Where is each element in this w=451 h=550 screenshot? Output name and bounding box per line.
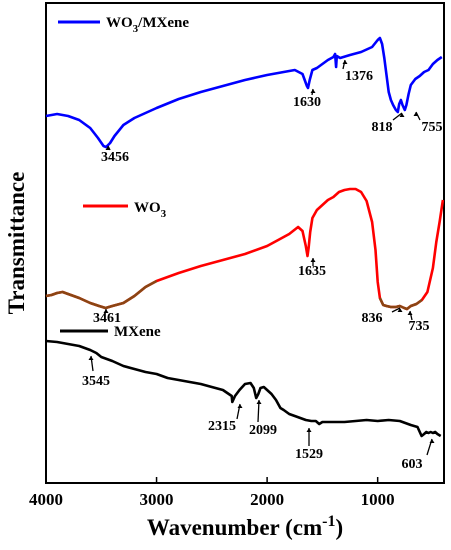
x-tick-label-4000: 4000 xyxy=(29,490,63,509)
annotation-arrowhead-1635 xyxy=(310,258,316,262)
annotations: 3456 1630 1376 818 755 3461 1635 836 735 3545 2315… xyxy=(82,59,443,472)
x-tick-label-1000: 1000 xyxy=(361,490,395,509)
annotation-label-1635: 1635 xyxy=(298,264,326,279)
series-band-wo3-1 xyxy=(45,279,158,310)
annotation-label-735: 735 xyxy=(409,319,430,334)
x-tick-label-2000: 2000 xyxy=(250,490,284,509)
annotation-arrowhead-1376 xyxy=(342,60,348,64)
x-axis-title-close: ) xyxy=(335,515,343,540)
annotation-arrowhead-1529 xyxy=(306,428,312,432)
annotation-label-1630: 1630 xyxy=(293,95,321,110)
annotation-arrowhead-735 xyxy=(407,311,413,315)
annotation-arrowhead-603 xyxy=(429,439,435,443)
y-axis-title: Transmittance xyxy=(4,172,29,315)
legend-label-mxene: MXene xyxy=(114,324,161,340)
x-ticks: 4000 3000 2000 1000 xyxy=(29,477,395,509)
series-band-wo3-2 xyxy=(378,297,423,311)
annotation-label-1376: 1376 xyxy=(345,69,373,84)
annotation-arrowhead-818 xyxy=(399,113,405,117)
annotation-label-1529: 1529 xyxy=(295,447,323,462)
x-axis-title-sup: -1 xyxy=(322,513,335,530)
annotation-arrowhead-1630 xyxy=(310,89,316,93)
series-line-mxene xyxy=(45,339,442,438)
annotation-arrowhead-836 xyxy=(397,308,403,312)
plot-frame xyxy=(45,2,445,484)
series-line-wo3-mxene xyxy=(45,36,443,149)
annotation-arrowhead-3545 xyxy=(88,356,94,360)
annotation-label-818: 818 xyxy=(372,120,393,135)
legend: WO3/MXene WO3 MXene xyxy=(58,15,189,340)
annotation-label-3545: 3545 xyxy=(82,374,110,389)
legend-label-wo3: WO3 xyxy=(134,200,167,220)
annotation-arrowhead-755 xyxy=(413,112,419,116)
annotation-label-2099: 2099 xyxy=(249,423,277,438)
annotation-arrow-818 xyxy=(392,112,403,121)
annotation-arrowhead-2315 xyxy=(237,404,243,408)
x-axis-title-main: Wavenumber (cm xyxy=(147,515,322,540)
annotation-arrowhead-3461 xyxy=(103,309,109,313)
legend-label-wo3-mxene: WO3/MXene xyxy=(106,15,189,35)
annotation-label-3461: 3461 xyxy=(93,311,121,326)
annotation-label-3456: 3456 xyxy=(101,150,129,165)
annotation-arrow-836 xyxy=(391,307,401,313)
annotation-arrowhead-2099 xyxy=(256,400,262,404)
x-tick-label-3000: 3000 xyxy=(140,490,174,509)
curves xyxy=(45,36,445,438)
annotation-arrowhead-3456 xyxy=(105,146,111,150)
x-axis-title: Wavenumber (cm-1) xyxy=(147,513,343,540)
annotation-label-603: 603 xyxy=(402,457,423,472)
annotation-label-836: 836 xyxy=(362,311,383,326)
annotation-label-2315: 2315 xyxy=(208,419,236,434)
annotation-label-755: 755 xyxy=(422,120,443,135)
